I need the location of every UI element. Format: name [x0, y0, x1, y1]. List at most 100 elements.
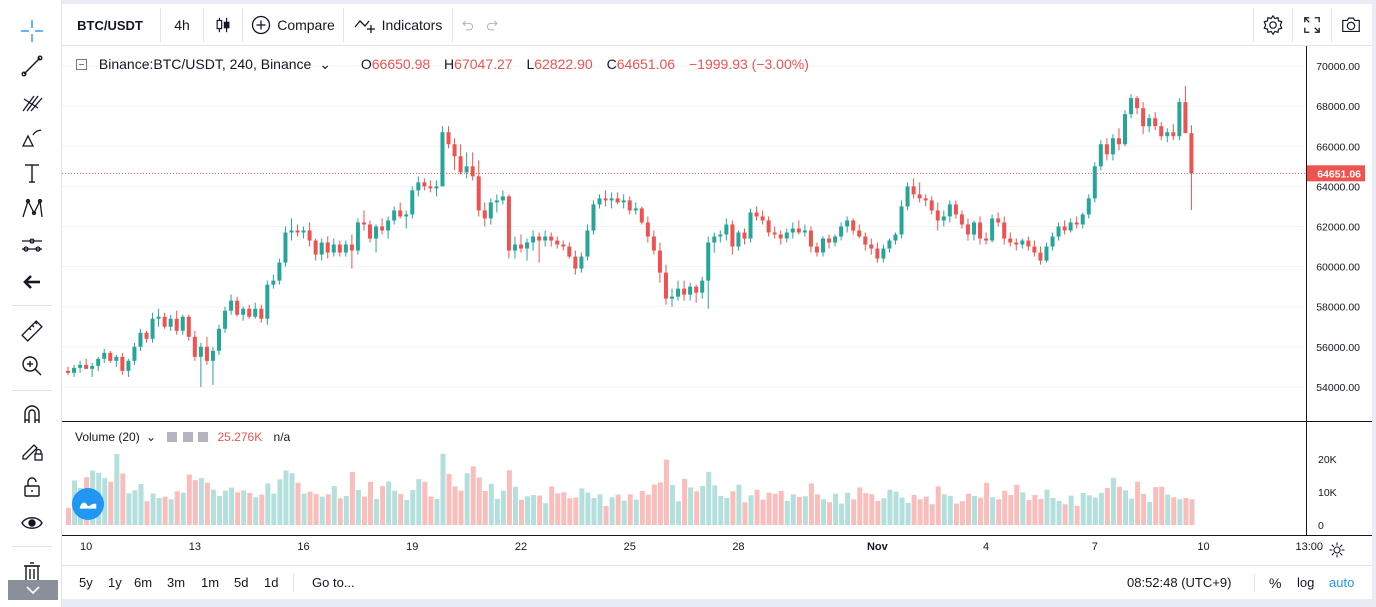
percent-scale-toggle[interactable]: % [1269, 575, 1282, 591]
candle-body [180, 316, 185, 331]
close-icon[interactable] [198, 432, 209, 442]
eye-icon[interactable] [15, 508, 49, 538]
candle-body [253, 308, 258, 317]
ruler-icon[interactable] [15, 316, 49, 346]
drawing-toolbar [0, 0, 62, 607]
candle-body [875, 248, 880, 259]
volume-bar [621, 500, 627, 525]
pitchfork-icon[interactable] [15, 87, 49, 117]
volume-bar [1104, 488, 1110, 525]
auto-scale-toggle[interactable]: auto [1329, 575, 1355, 590]
range-1m-button[interactable]: 1m [201, 575, 220, 590]
collapse-toolbar-button[interactable] [8, 580, 58, 600]
range-5d-button[interactable]: 5d [234, 575, 249, 590]
candle-body [591, 204, 596, 231]
candle-body [1171, 132, 1176, 137]
volume-bar [265, 483, 271, 525]
range-1d-button[interactable]: 1d [264, 575, 279, 590]
crosshair-icon[interactable] [15, 16, 49, 46]
candle-body [839, 226, 844, 237]
candle-body [609, 198, 614, 201]
volume-legend-title[interactable]: Volume (20) [75, 430, 140, 444]
chart-area[interactable]: 70000.00 68000.00 66000.00 64000.00 62000.00… [62, 46, 1372, 565]
volume-bar [1008, 494, 1014, 525]
undo-button[interactable] [456, 4, 478, 46]
price-tick-label: 56000.00 [1316, 342, 1360, 354]
text-icon[interactable] [15, 158, 49, 188]
volume-bar [512, 486, 518, 525]
indicators-button[interactable]: Indicators [345, 4, 451, 46]
brush-icon[interactable] [15, 123, 49, 153]
compare-button[interactable]: Compare [244, 4, 342, 46]
candle-body [845, 220, 850, 227]
redo-button[interactable] [482, 4, 504, 46]
time-tick-label: 16 [297, 541, 309, 553]
volume-bar [210, 489, 216, 525]
volume-bar [247, 492, 253, 525]
candle-body [712, 236, 717, 243]
toolbar-divider [343, 8, 344, 42]
range-1y-button[interactable]: 1y [108, 575, 122, 590]
candle-body [452, 144, 457, 157]
unlock-icon[interactable] [15, 472, 49, 502]
volume-bar [519, 499, 524, 525]
candle-body [210, 350, 215, 361]
candle-body [905, 186, 910, 207]
bottom-toolbar: 5y 1y 6m 3m 1m 5d 1d Go to... 08:52:48 (… [62, 565, 1372, 599]
goto-date-button[interactable]: Go to... [312, 575, 355, 590]
range-6m-button[interactable]: 6m [134, 575, 153, 590]
log-scale-toggle[interactable]: log [1297, 575, 1315, 590]
candle-body [84, 364, 89, 369]
interval-button[interactable]: 4h [174, 17, 190, 33]
fullscreen-button[interactable] [1293, 4, 1331, 46]
tradingview-logo-icon[interactable] [72, 488, 104, 520]
settings-button[interactable] [1254, 4, 1292, 46]
chart-canvas[interactable]: 70000.00 68000.00 66000.00 64000.00 62000.00… [62, 46, 1372, 565]
volume-bar [736, 484, 742, 525]
range-3m-button[interactable]: 3m [167, 575, 186, 590]
volume-bar [289, 473, 295, 525]
toolbar-divider [160, 8, 161, 42]
candle-body [833, 236, 838, 243]
pattern-icon[interactable] [15, 194, 49, 224]
volume-bar [1068, 495, 1074, 525]
trend-line-icon[interactable] [15, 51, 49, 81]
volume-bar [537, 495, 543, 525]
volume-bar [1062, 504, 1068, 525]
volume-bar [730, 491, 736, 525]
candle-body [549, 236, 554, 241]
candle-body [174, 318, 179, 331]
arrow-left-icon[interactable] [15, 267, 49, 297]
measure-range-icon[interactable] [15, 230, 49, 260]
gear-icon[interactable] [182, 432, 193, 442]
volume-bar [1020, 492, 1026, 525]
volume-bar [1050, 497, 1056, 525]
legend-symbol-title[interactable]: Binance:BTC/USDT, 240, Binance [98, 56, 312, 72]
price-tick-label: 66000.00 [1316, 141, 1360, 153]
chart-style-button[interactable] [205, 4, 241, 46]
eye-icon[interactable] [167, 432, 178, 442]
magnet-icon[interactable] [15, 400, 49, 430]
candle-body [990, 218, 995, 241]
symbol-search-button[interactable]: BTC/USDT [77, 17, 143, 33]
candle-body [217, 328, 221, 351]
candle-body [186, 316, 191, 337]
candle-body [126, 360, 131, 371]
candle-body [289, 230, 294, 233]
volume-tick-label: 10K [1318, 487, 1337, 499]
zoom-in-icon[interactable] [15, 351, 49, 381]
volume-tick-label: 20K [1318, 454, 1337, 466]
volume-bar [657, 482, 663, 525]
chevron-down-icon[interactable]: ⌄ [146, 430, 157, 444]
volume-bar [1110, 477, 1116, 525]
volume-bar [422, 481, 428, 525]
range-5y-button[interactable]: 5y [79, 575, 93, 590]
chevron-down-icon[interactable]: ⌄ [319, 56, 331, 72]
snapshot-button[interactable] [1332, 4, 1370, 46]
lock-pencil-icon[interactable] [15, 436, 49, 466]
axis-settings-button[interactable] [1324, 538, 1350, 562]
clock-timezone[interactable]: 08:52:48 (UTC+9) [1127, 575, 1232, 590]
candle-body [688, 286, 693, 295]
collapse-legend-icon[interactable] [76, 59, 87, 70]
candle-body [1086, 198, 1091, 215]
